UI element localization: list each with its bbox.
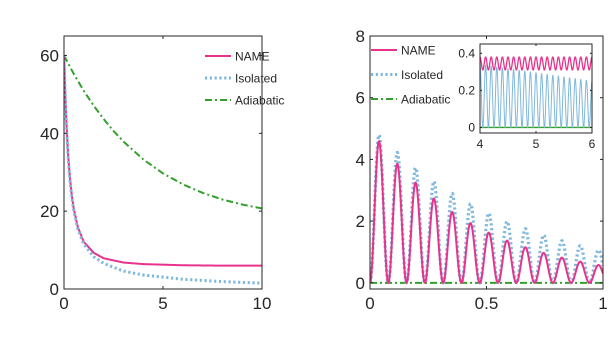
right-x-tick-label: 1 [598, 294, 607, 313]
inset-series-isolated [480, 64, 592, 128]
right-series-name [370, 140, 603, 284]
right-x-tick-label: 0.5 [475, 294, 499, 313]
left-x-tick-label: 5 [158, 294, 167, 313]
right-y-tick-label: 0 [356, 274, 365, 293]
inset-y-tick-label: 0.4 [458, 46, 475, 60]
left-panel: 0 5 10 0 20 40 60 NAME Isolated Adiabatic [40, 35, 284, 313]
right-y-tick-label: 4 [356, 150, 365, 169]
left-legend-label: Isolated [235, 71, 277, 85]
inset-x-tick-label: 5 [533, 137, 540, 151]
right-series-group [370, 133, 603, 285]
left-plot-area: 0 5 10 0 20 40 60 NAME Isolated Adiabatic [40, 35, 284, 313]
inset-y-tick-label: 0.2 [458, 84, 475, 98]
left-axes-box [63, 35, 263, 290]
inset-y-tick-label: 0 [468, 121, 475, 135]
inset-x-tick-label: 6 [589, 137, 596, 151]
right-y-tick-label: 2 [356, 212, 365, 231]
right-panel: 0 0.5 1 0 2 4 6 8 NAME Isolated Adiabatic 4 5 6 0 0.2 0.… [356, 27, 608, 313]
left-x-tick-label: 10 [253, 294, 272, 313]
left-y-tick-label: 0 [50, 280, 59, 299]
inset-x-tick-label: 4 [477, 137, 484, 151]
left-series-isolated [64, 55, 262, 285]
left-legend-label: NAME [235, 49, 270, 63]
left-legend-label: Adiabatic [235, 93, 284, 107]
right-x-tick-label: 0 [365, 294, 374, 313]
right-series-isolated [370, 133, 603, 285]
right-legend-label: Adiabatic [401, 92, 450, 106]
right-plot-area: 0 0.5 1 0 2 4 6 8 NAME Isolated Adiabatic 4 5 6 0 0.2 0.… [356, 27, 608, 313]
inset-series-group [480, 56, 592, 129]
left-series-name [64, 55, 262, 267]
left-series-adiabatic [64, 54, 262, 210]
inset-series-name [480, 56, 592, 71]
right-legend-label: Isolated [401, 68, 443, 82]
left-x-tick-label: 0 [59, 294, 68, 313]
left-y-tick-label: 40 [40, 124, 59, 143]
right-legend-label: NAME [401, 43, 436, 57]
left-series-group [64, 54, 262, 285]
right-y-tick-label: 8 [356, 27, 365, 46]
inset-chart: 4 5 6 0 0.2 0.4 [458, 43, 596, 151]
left-y-tick-label: 60 [40, 46, 59, 65]
right-y-tick-label: 6 [356, 89, 365, 108]
left-y-tick-label: 20 [40, 202, 59, 221]
